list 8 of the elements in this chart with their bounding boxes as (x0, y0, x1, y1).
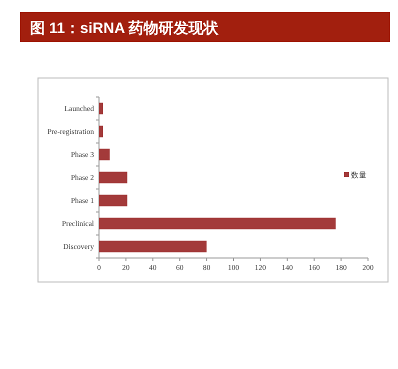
bar (99, 126, 104, 138)
chart-title: 图 11：siRNA 药物研发现状 (30, 20, 220, 37)
bar (99, 194, 128, 206)
bar (99, 218, 336, 230)
bar (99, 240, 207, 252)
bar (99, 172, 128, 184)
bar (99, 102, 104, 114)
bar (99, 148, 110, 160)
